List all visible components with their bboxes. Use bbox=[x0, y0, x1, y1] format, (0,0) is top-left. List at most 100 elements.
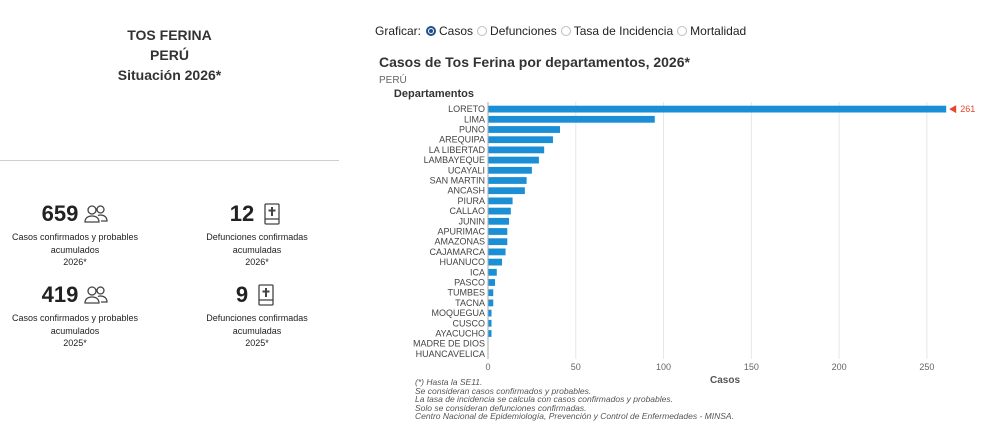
x-tick-label: 100 bbox=[656, 362, 671, 372]
radio-label[interactable]: Casos bbox=[439, 24, 474, 38]
bar bbox=[488, 146, 545, 154]
stat-label: acumuladas bbox=[232, 244, 282, 255]
category-label: LIMA bbox=[464, 114, 485, 124]
radio-label[interactable]: Tasa de Incidencia bbox=[573, 24, 674, 38]
bar bbox=[488, 166, 532, 174]
bar bbox=[488, 105, 947, 113]
bar bbox=[488, 299, 494, 307]
stat-label: acumulados bbox=[50, 244, 100, 255]
bar bbox=[488, 228, 508, 235]
divider bbox=[0, 160, 339, 161]
bar bbox=[488, 330, 492, 337]
bar bbox=[488, 207, 511, 215]
footnote: Se consideran casos confirmados y probab… bbox=[415, 385, 592, 396]
stat-label: Defunciones confirmadas bbox=[206, 232, 308, 242]
bar bbox=[488, 187, 525, 195]
bar bbox=[488, 126, 560, 133]
footnote: Centro Nacional de Epidemiología, Preven… bbox=[415, 411, 734, 422]
bar bbox=[488, 177, 527, 184]
bar bbox=[488, 258, 503, 266]
x-axis-title: Casos bbox=[710, 375, 740, 386]
category-label: CAJAMARCA bbox=[429, 247, 485, 257]
cross-document-icon bbox=[258, 284, 274, 306]
people-icon bbox=[84, 205, 109, 223]
stat-value: 12 bbox=[229, 201, 255, 226]
stat-label: 2026* bbox=[245, 257, 269, 267]
stat-label: Casos confirmados y probables bbox=[11, 313, 139, 323]
stat-label: acumulados bbox=[50, 325, 100, 336]
footnote: Solo se consideran defunciones confirmad… bbox=[415, 402, 587, 413]
category-label: HUANCAVELICA bbox=[416, 349, 485, 359]
x-tick-label: 250 bbox=[919, 362, 934, 372]
radio-circle[interactable] bbox=[560, 26, 571, 36]
category-label: ANCASH bbox=[447, 186, 485, 196]
radio-defunciones[interactable]: Defunciones bbox=[477, 24, 557, 38]
category-label: SAN MARTIN bbox=[430, 176, 485, 186]
x-tick-label: 0 bbox=[485, 362, 490, 372]
highlight-value-label: 261 bbox=[960, 104, 975, 114]
people-icon bbox=[84, 286, 109, 304]
graficar-label: Graficar: bbox=[375, 24, 422, 38]
radio-circle[interactable] bbox=[677, 26, 688, 36]
y-axis-title: Departamentos bbox=[394, 88, 474, 100]
stat-label: 2025* bbox=[63, 338, 87, 348]
stat-value: 659 bbox=[41, 201, 79, 226]
title-line: TOS FERINA bbox=[127, 27, 212, 43]
category-label: LAMBAYEQUE bbox=[424, 155, 485, 165]
stat-value: 9 bbox=[235, 282, 249, 307]
highlight-marker bbox=[949, 105, 957, 114]
x-tick-label: 50 bbox=[571, 362, 581, 372]
stat-label: Defunciones confirmadas bbox=[206, 313, 308, 323]
bar bbox=[488, 197, 513, 205]
dashboard-title: TOS FERINA PERÚ Situación 2026* bbox=[0, 25, 339, 85]
chart-title: Casos de Tos Ferina por departamentos, 2… bbox=[379, 54, 690, 70]
category-label: AREQUIPA bbox=[439, 135, 485, 145]
category-label: LA LIBERTAD bbox=[429, 145, 486, 155]
stat-deaths-2026: 12 Defunciones confirmadas acumuladas 20… bbox=[177, 199, 337, 269]
radio-mortalidad[interactable]: Mortalidad bbox=[677, 24, 746, 38]
graficar-selector: Graficar: Casos Defunciones Tasa de Inci… bbox=[375, 22, 750, 40]
stat-label: Casos confirmados y probables bbox=[11, 232, 139, 242]
category-label: MOQUEGUA bbox=[431, 308, 485, 318]
radio-circle[interactable] bbox=[477, 26, 488, 36]
radio-casos[interactable]: Casos bbox=[426, 24, 473, 38]
category-label: ICA bbox=[470, 267, 485, 277]
category-label: PASCO bbox=[454, 278, 485, 288]
radio-tasa-incidencia[interactable]: Tasa de Incidencia bbox=[560, 24, 674, 38]
stat-label: 2026* bbox=[63, 257, 87, 267]
category-label: APURIMAC bbox=[437, 227, 485, 237]
category-label: HUANUCO bbox=[439, 257, 485, 267]
x-tick-label: 200 bbox=[832, 362, 847, 372]
category-label: PUNO bbox=[459, 125, 485, 135]
bar bbox=[488, 115, 655, 123]
bar bbox=[488, 238, 508, 246]
bar bbox=[488, 248, 506, 256]
chart-subtitle: PERÚ bbox=[379, 75, 407, 86]
bar bbox=[488, 156, 539, 164]
category-label: PIURA bbox=[457, 196, 485, 206]
radio-label[interactable]: Defunciones bbox=[490, 24, 557, 38]
category-label: TACNA bbox=[455, 298, 485, 308]
stat-cases-2025: 419 Casos confirmados y probables acumul… bbox=[0, 280, 155, 350]
bar bbox=[488, 289, 494, 297]
radio-circle[interactable] bbox=[426, 26, 437, 36]
category-label: JUNIN bbox=[459, 216, 486, 226]
title-line: PERÚ bbox=[150, 47, 189, 63]
bar bbox=[488, 268, 497, 276]
category-label: TUMBES bbox=[447, 288, 485, 298]
footnote: La tasa de incidencia se calcula con cas… bbox=[415, 394, 673, 405]
stat-deaths-2025: 9 Defunciones confirmadas acumuladas 202… bbox=[177, 280, 337, 350]
radio-label[interactable]: Mortalidad bbox=[690, 24, 747, 38]
bar bbox=[488, 319, 492, 327]
bar bbox=[488, 279, 496, 286]
bar bbox=[488, 217, 510, 225]
stat-label: acumuladas bbox=[232, 325, 282, 336]
stat-cases-2026: 659 Casos confirmados y probables acumul… bbox=[0, 199, 155, 269]
category-label: AMAZONAS bbox=[434, 237, 485, 247]
category-label: CUSCO bbox=[452, 318, 485, 328]
category-label: MADRE DE DIOS bbox=[413, 339, 485, 349]
title-line: Situación 2026* bbox=[117, 67, 222, 83]
x-tick-label: 150 bbox=[744, 362, 759, 372]
bar bbox=[488, 136, 553, 144]
